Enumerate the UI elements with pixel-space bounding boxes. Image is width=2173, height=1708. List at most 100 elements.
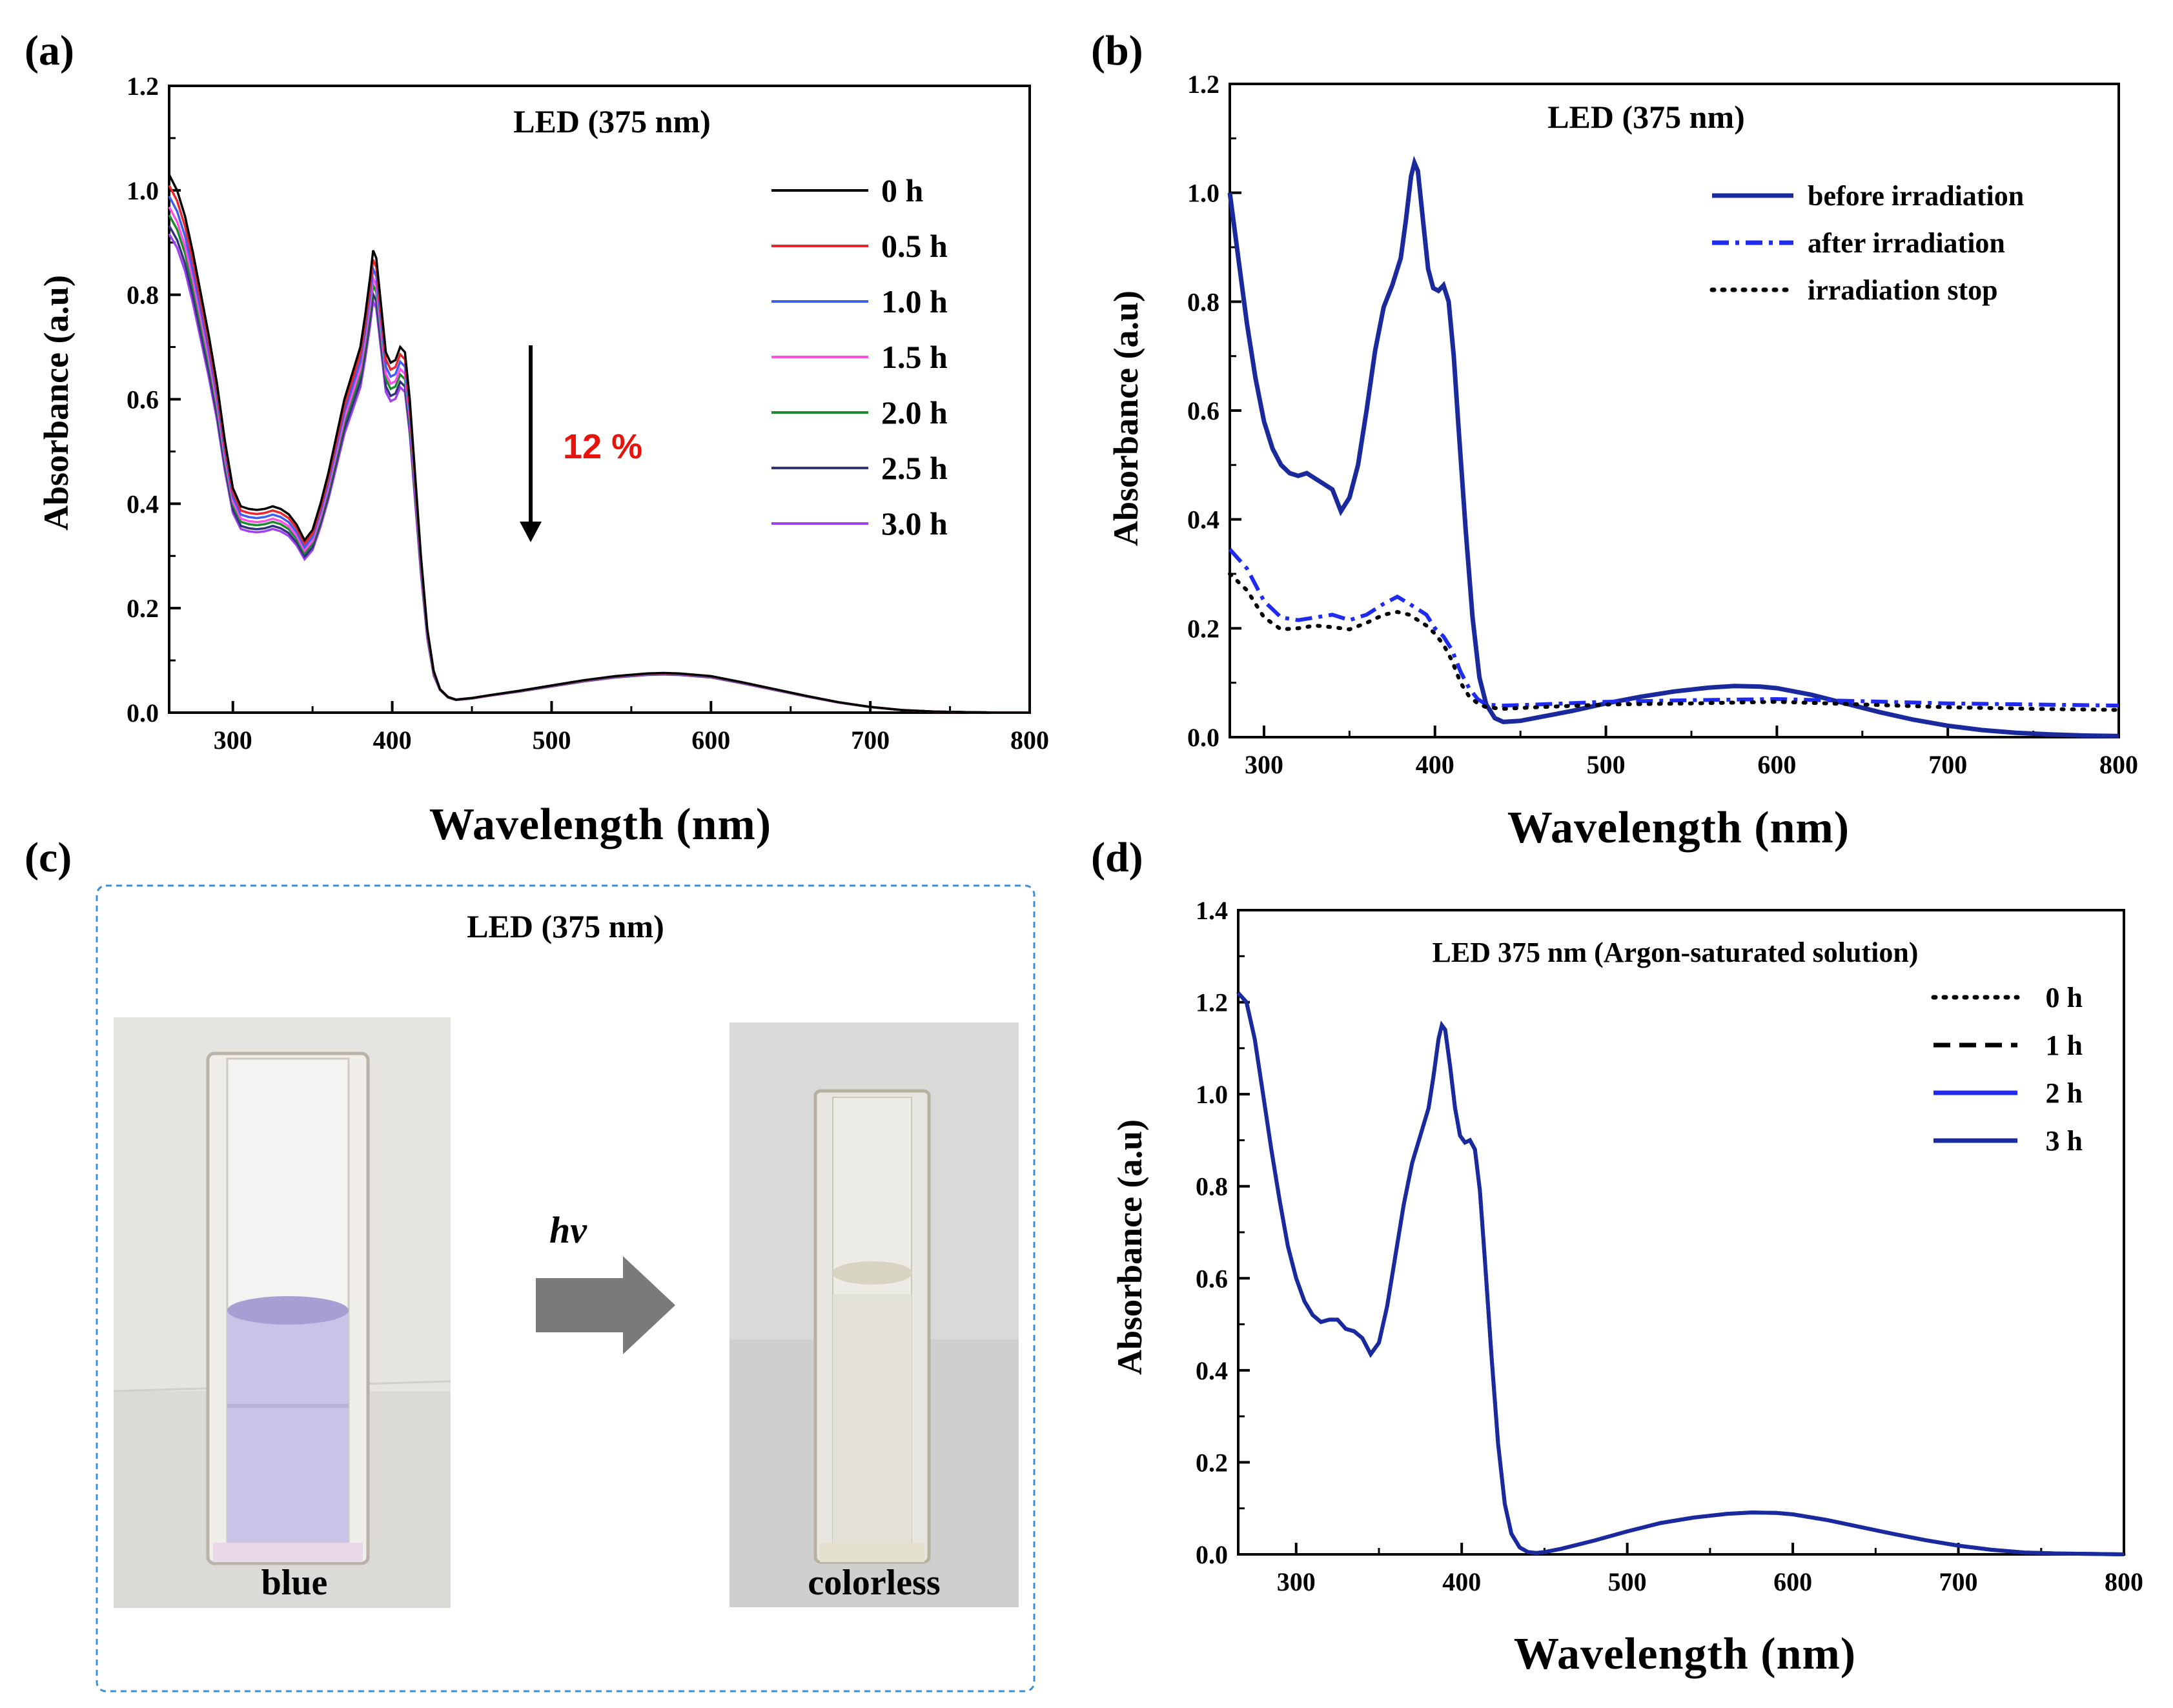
chart-d-ylabel: Absorbance (a.u) xyxy=(1110,1119,1149,1375)
series-line-0h xyxy=(1236,991,2126,1556)
panel-c-letter: (c) xyxy=(25,834,72,881)
series-line-before-irradiation xyxy=(1227,156,2119,738)
y-tick-label: 1.2 xyxy=(127,72,159,101)
x-tick-label: 600 xyxy=(691,726,730,755)
panel-a-letter: (a) xyxy=(25,27,74,74)
series-line-1h xyxy=(1237,991,2125,1556)
photo-transition-arrow xyxy=(536,1256,675,1354)
series-line-0h xyxy=(168,174,1030,714)
y-tick-label: 0.8 xyxy=(127,281,159,310)
series-line-irradiation-stop xyxy=(1228,572,2121,712)
x-tick-label: 300 xyxy=(1245,750,1283,779)
series-line-after-irradiation xyxy=(1228,547,2119,708)
x-tick-label: 700 xyxy=(1928,750,1967,779)
chart-d-legend: 0 h 1 h 2 h 3 h xyxy=(1931,982,2083,1157)
y-tick-label: 0.6 xyxy=(1196,1264,1228,1293)
chart-a-percent-annotation: 12 % xyxy=(563,427,642,466)
y-tick-label: 0.4 xyxy=(127,489,159,518)
legend-label: before irradiation xyxy=(1808,180,2024,212)
photo-colorless-cuvette xyxy=(729,1022,1019,1607)
chart-d-axes: 300 400 500 600 700 800 0.0 0.2 0.4 0.6 0.8 1.0 1.2 1… xyxy=(1196,896,2143,1596)
chart-d-series xyxy=(1236,991,2126,1556)
x-tick-label: 500 xyxy=(1608,1567,1647,1596)
x-tick-label: 800 xyxy=(2099,750,2138,779)
x-tick-label: 600 xyxy=(1773,1567,1812,1596)
chart-a-axes: 300 400 500 600 700 800 0.0 0.2 0.4 0.6 0.8 1.0 1.2 xyxy=(127,72,1049,755)
chart-a-series xyxy=(168,174,1030,714)
x-tick-label: 700 xyxy=(851,726,890,755)
y-tick-label: 0.2 xyxy=(1196,1448,1228,1477)
y-tick-label: 0.0 xyxy=(127,698,159,727)
y-tick-label: 0.8 xyxy=(1196,1172,1228,1201)
x-tick-label: 300 xyxy=(1277,1567,1316,1596)
x-tick-label: 800 xyxy=(2105,1567,2143,1596)
y-tick-label: 0.0 xyxy=(1196,1540,1228,1569)
x-tick-label: 500 xyxy=(532,726,571,755)
legend-label: 2.5 h xyxy=(881,450,948,486)
chart-b-title: LED (375 nm) xyxy=(1547,99,1745,135)
y-tick-label: 1.2 xyxy=(1196,988,1228,1017)
legend-label: 3.0 h xyxy=(881,505,948,542)
y-tick-label: 0.8 xyxy=(1187,287,1219,316)
photo-right-caption: colorless xyxy=(808,1563,940,1603)
chart-d-title: LED 375 nm (Argon-saturated solution) xyxy=(1433,937,1919,968)
y-tick-label: 0.2 xyxy=(127,594,159,623)
y-tick-label: 1.0 xyxy=(127,176,159,205)
legend-label: after irradiation xyxy=(1808,227,2005,259)
legend-label: 0.5 h xyxy=(881,228,948,264)
legend-label: 1 h xyxy=(2046,1030,2083,1061)
chart-d-xlabel: Wavelength (nm) xyxy=(1514,1629,1856,1679)
y-tick-label: 0.4 xyxy=(1196,1356,1228,1385)
x-tick-label: 300 xyxy=(214,726,252,755)
chart-a-xlabel: Wavelength (nm) xyxy=(429,800,771,849)
chart-b-ylabel: Absorbance (a.u) xyxy=(1107,290,1145,546)
x-tick-label: 700 xyxy=(1939,1567,1978,1596)
x-tick-label: 400 xyxy=(1442,1567,1481,1596)
legend-label: 0 h xyxy=(881,172,924,208)
y-tick-label: 0.6 xyxy=(127,385,159,414)
y-tick-label: 0.2 xyxy=(1187,614,1219,643)
legend-label: 1.5 h xyxy=(881,339,948,375)
chart-a-ylabel: Absorbance (a.u) xyxy=(37,275,76,531)
legend-label: 0 h xyxy=(2046,982,2083,1013)
x-tick-label: 500 xyxy=(1587,750,1626,779)
chart-a: 300 400 500 600 700 8000.00.20.40.60.81.01.2 … xyxy=(37,72,1049,849)
y-tick-label: 1.4 xyxy=(1196,896,1228,925)
chart-d: 300 400 500 600 700 800 0.0 0.2 0.4 0.6 0.8 1.0 1.2 1… xyxy=(1110,896,2143,1679)
photo-blue-cuvette xyxy=(113,1017,451,1608)
panel-c-frame xyxy=(96,884,1035,1693)
chart-b-series xyxy=(1227,156,2121,738)
legend-label: 1.0 h xyxy=(881,283,948,320)
legend-label: 3 h xyxy=(2046,1125,2083,1157)
chart-b: 300 400 500 600 700 8000.00.20.40.60.81.01.2 … xyxy=(1107,70,2138,853)
legend-label: irradiation stop xyxy=(1808,274,1998,306)
chart-a-legend: 0 h 0.5 h 1.0 h 1.5 h 2.0 h 2.5 h 3.0 h xyxy=(771,172,948,542)
y-tick-label: 1.0 xyxy=(1187,179,1219,208)
chart-b-xlabel: Wavelength (nm) xyxy=(1507,803,1850,853)
chart-b-legend: before irradiation after irradiation irrad… xyxy=(1709,180,2024,306)
photo-left-caption: blue xyxy=(261,1563,328,1603)
y-tick-label: 0.4 xyxy=(1187,505,1219,534)
legend-label: 2 h xyxy=(2046,1077,2083,1109)
x-tick-label: 600 xyxy=(1757,750,1796,779)
chart-d-frame xyxy=(1237,909,2125,1556)
y-tick-label: 0.6 xyxy=(1187,396,1219,425)
y-tick-label: 1.2 xyxy=(1187,70,1219,99)
hv-label: hv xyxy=(549,1209,587,1251)
chart-a-decrease-arrow xyxy=(520,345,542,542)
panel-c: LED (375 nm) blue hv xyxy=(96,884,1035,1693)
chart-a-title: LED (375 nm) xyxy=(513,103,711,139)
panel-d-letter: (d) xyxy=(1091,834,1143,881)
x-tick-label: 800 xyxy=(1010,726,1049,755)
y-tick-label: 1.0 xyxy=(1196,1080,1228,1109)
legend-label: 2.0 h xyxy=(881,394,948,431)
x-tick-label: 400 xyxy=(1416,750,1454,779)
series-line-3h xyxy=(1236,991,2125,1556)
series-line-2h xyxy=(1236,991,2125,1556)
x-tick-label: 400 xyxy=(373,726,412,755)
chart-b-axes: 300 400 500 600 700 800 0.0 0.2 0.4 0.6 0.8 1.0 1.2 xyxy=(1187,70,2138,779)
panel-c-title: LED (375 nm) xyxy=(467,908,664,944)
panel-b-letter: (b) xyxy=(1091,27,1143,74)
y-tick-label: 0.0 xyxy=(1187,723,1219,752)
